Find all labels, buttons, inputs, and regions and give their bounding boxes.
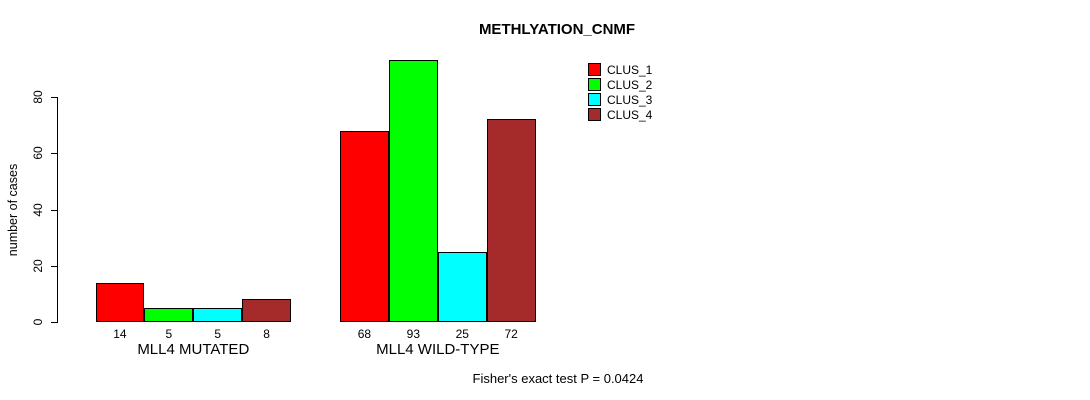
bar-value-label: 68 xyxy=(357,327,372,341)
y-axis-tick xyxy=(51,97,57,98)
bar-clus_3-1 xyxy=(193,308,243,322)
bar-clus_3-2 xyxy=(437,252,487,322)
bar-value-label: 8 xyxy=(263,327,270,341)
bar-value-label: 5 xyxy=(165,327,173,341)
legend-item-clus_1: CLUS_1 xyxy=(588,62,653,77)
bar-value-label: 72 xyxy=(504,327,518,341)
bar-clus_4-2 xyxy=(486,119,536,322)
legend: CLUS_1 CLUS_2 CLUS_3 CLUS_4 xyxy=(588,63,652,123)
legend-item-clus_2: CLUS_2 xyxy=(588,77,653,92)
y-axis-tick xyxy=(51,153,57,154)
bar-value-label: 93 xyxy=(406,327,421,341)
legend-label: CLUS_3 xyxy=(607,92,653,107)
bar-value-label: 5 xyxy=(214,327,222,341)
bar-clus_2-1 xyxy=(144,308,194,322)
legend-swatch-icon xyxy=(588,78,601,91)
legend-swatch-icon xyxy=(588,108,601,121)
legend-item-clus_3: CLUS_3 xyxy=(588,92,653,107)
footnote-text: Fisher's exact test P = 0.0424 xyxy=(472,371,644,386)
y-axis-line xyxy=(57,97,58,323)
bar-clus_1-2 xyxy=(340,131,389,322)
y-axis-tick xyxy=(51,266,57,267)
bar-clus_2-2 xyxy=(388,60,438,322)
legend-label: CLUS_4 xyxy=(607,107,653,122)
legend-label: CLUS_1 xyxy=(607,62,653,77)
legend-item-clus_4: CLUS_4 xyxy=(588,107,653,122)
legend-swatch-icon xyxy=(588,93,601,106)
legend-swatch-icon xyxy=(588,63,601,76)
bar-value-label: 25 xyxy=(455,327,469,341)
bar-clus_4-1 xyxy=(242,299,292,322)
legend-label: CLUS_2 xyxy=(607,77,653,92)
group-label: MLL4 MUTATED xyxy=(137,341,250,358)
group-label: MLL4 WILD-TYPE xyxy=(376,341,500,358)
bar-clus_1-1 xyxy=(95,283,145,322)
y-axis-tick xyxy=(51,210,57,211)
bar-value-label: 14 xyxy=(113,327,127,341)
y-axis-tick xyxy=(51,322,57,323)
chart-title: METHLYATION_CNMF xyxy=(478,21,636,38)
